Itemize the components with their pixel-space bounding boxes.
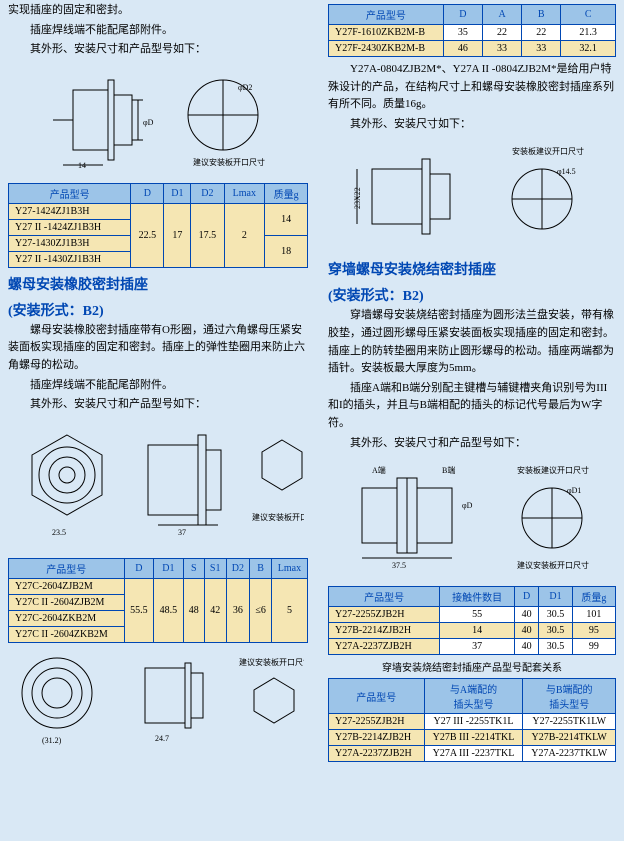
bottom-diagram-side-icon: 24.7 [125,653,218,748]
svg-text:φD2: φD2 [238,83,252,92]
right-column: 产品型号 D A B C Y27F-1610ZKB2M-B 35 22 22 2… [328,0,616,766]
table-row: Y27-2255ZJB2H 55 40 30.5 101 [329,607,616,623]
right-section2-para-2: 插座A端和B端分别配主键槽与辅键槽夹角识别号为III和I的插头，并且与B端相配的… [328,380,616,433]
through-wall-circle-icon: 安装板建议开口尺寸 φD1 建议安装板开口尺寸 [512,463,602,573]
bottom-diagram-front-icon: (31.2) [12,653,105,748]
connector-side-view-icon: φD 14 [43,70,163,170]
right-table-3: 产品型号 与A端配的 插头型号 与B端配的 插头型号 Y27-2255ZJB2H… [328,678,616,762]
right-section1-para: Y27A-0804ZJB2M*、Y27A II -0804ZJB2M*是给用户特… [328,61,616,114]
table-header-row: 产品型号 与A端配的 插头型号 与B端配的 插头型号 [329,679,616,714]
svg-text:24.7: 24.7 [155,734,169,743]
right-table-2: 产品型号 接触件数目 D D1 质量g Y27-2255ZJB2H 55 40 … [328,586,616,655]
table-row: Y27B-2214ZJB2H Y27B III -2214TKL Y27B-22… [329,730,616,746]
left-heading-1b: (安装形式：B2) [8,300,308,320]
intro-line-2: 插座焊线端不能配尾部附件。 [8,22,308,40]
svg-text:14: 14 [78,161,86,170]
svg-text:建议安装板开口尺寸: 建议安装板开口尺寸 [193,157,265,167]
svg-text:23X22: 23X22 [353,188,362,210]
intro-line-1: 实现插座的固定和密封。 [8,2,308,20]
table-row: Y27-1424ZJ1B3H 22.5 17 17.5 2 14 [9,203,308,219]
table-header-row: 产品型号 接触件数目 D D1 质量g [329,587,616,607]
left-table-2: 产品型号 D D1 S S1 D2 B Lmax Y27C-2604ZJB2M … [8,558,308,643]
table-row: Y27A-2237ZJB2H Y27A III -2237TKL Y27A-22… [329,746,616,762]
special-connector-side-icon: 23X22 [352,144,482,244]
right-diagram-2: A端 B端 37.5 φD 安装板建议开口尺寸 φD1 建议安装板开口尺寸 [328,454,616,582]
left-diagram-3: (31.2) 24.7 建议安装板开口尺寸 [8,647,308,755]
svg-text:φ14.5: φ14.5 [557,167,576,176]
section2-para-1: 螺母安装橡胶密封插座带有O形圈，通过六角螺母压紧安装面板实现插座的固定和密封。插… [8,322,308,375]
special-connector-circle-icon: 安装板建议开口尺寸 φ14.5 [502,144,592,244]
table-row: Y27B-2214ZJB2H 14 40 30.5 95 [329,623,616,639]
left-diagram-1: φD 14 φD2 建议安装板开口尺寸 [8,61,308,179]
svg-text:23.5: 23.5 [52,528,66,537]
table-row: Y27-2255ZJB2H Y27 III -2255TK1L Y27-2255… [329,714,616,730]
table-row: Y27F-1610ZKB2M-B 35 22 22 21.3 [329,25,616,41]
svg-text:φD: φD [462,501,473,510]
right-diagram-1: 23X22 安装板建议开口尺寸 φ14.5 [328,135,616,253]
bottom-diagram-opening-icon: 建议安装板开口尺寸 [239,653,304,748]
svg-text:37: 37 [178,528,186,537]
svg-text:安装板建议开口尺寸: 安装板建议开口尺寸 [512,146,584,156]
svg-text:φD: φD [143,118,154,127]
svg-text:37.5: 37.5 [392,561,406,570]
section2-para-2: 插座焊线端不能配尾部附件。 [8,377,308,395]
connector-front-view-icon: φD2 建议安装板开口尺寸 [183,70,273,170]
left-table-1: 产品型号 D D1 D2 Lmax 质量g Y27-1424ZJ1B3H 22.… [8,183,308,268]
svg-text:建议安装板开口尺寸: 建议安装板开口尺寸 [252,512,304,522]
table-header-row: 产品型号 D D1 D2 Lmax 质量g [9,183,308,203]
table-row: Y27C-2604ZJB2M 55.5 48.5 48 42 36 ≤6 5 [9,578,308,594]
intro-line-3: 其外形、安装尺寸和产品型号如下： [8,41,308,59]
table-header-row: 产品型号 D A B C [329,5,616,25]
svg-text:安装板建议开口尺寸: 安装板建议开口尺寸 [517,465,589,475]
table3-title: 穿墙安装烧结密封插座产品型号配套关系 [328,659,616,674]
hex-side-view-icon: 37 [128,425,232,545]
table-header-row: 产品型号 D D1 S S1 D2 B Lmax [9,558,308,578]
svg-text:建议安装板开口尺寸: 建议安装板开口尺寸 [517,560,589,570]
hex-opening-icon: 建议安装板开口尺寸 [252,425,304,545]
svg-text:A端: A端 [372,465,386,475]
table-row: Y27A-2237ZJB2H 37 40 30.5 99 [329,639,616,655]
right-heading-1: 穿墙螺母安装烧结密封插座 [328,259,616,279]
svg-text:B端: B端 [442,465,455,475]
left-column: 实现插座的固定和密封。 插座焊线端不能配尾部附件。 其外形、安装尺寸和产品型号如… [8,0,308,755]
svg-text:(31.2): (31.2) [42,736,62,745]
left-diagram-2: 23.5 37 建议安装板开口尺寸 [8,416,308,554]
left-heading-1: 螺母安装橡胶密封插座 [8,274,308,294]
section2-para-3: 其外形、安装尺寸和产品型号如下： [8,396,308,414]
hex-front-view-icon: 23.5 [12,425,108,545]
through-wall-side-icon: A端 B端 37.5 φD [342,463,492,573]
svg-text:建议安装板开口尺寸: 建议安装板开口尺寸 [239,657,304,667]
table-row: Y27F-2430ZKB2M-B 46 33 33 32.1 [329,41,616,57]
right-table-1: 产品型号 D A B C Y27F-1610ZKB2M-B 35 22 22 2… [328,4,616,57]
svg-text:φD1: φD1 [567,486,581,495]
right-section2-para-3: 其外形、安装尺寸和产品型号如下： [328,435,616,453]
right-section2-para-1: 穿墙螺母安装烧结密封插座为圆形法兰盘安装，带有橡胶垫，通过圆形螺母压紧安装面板实… [328,307,616,377]
right-heading-1b: (安装形式：B2) [328,285,616,305]
right-section1-line2: 其外形、安装尺寸如下： [328,116,616,134]
